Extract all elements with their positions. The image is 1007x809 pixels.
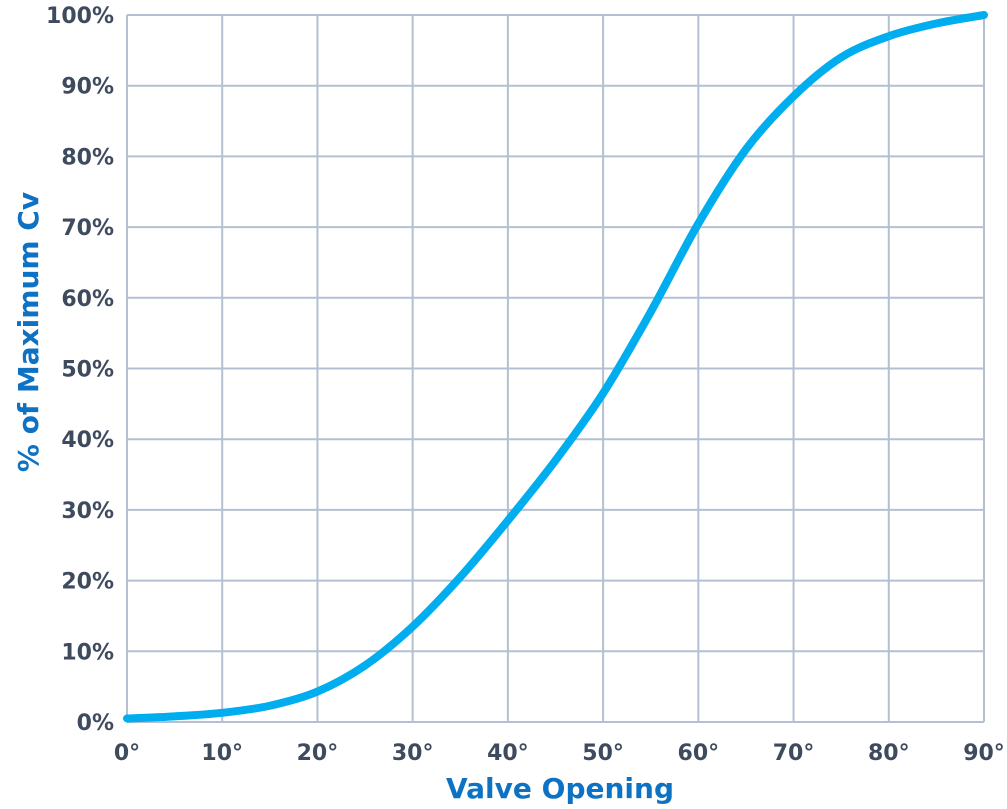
x-tick-label: 50°	[582, 741, 624, 766]
y-tick-label: 10%	[61, 640, 114, 665]
y-tick-labels: 0% 10% 20% 30% 40% 50% 60% 70% 80% 90% 100%	[46, 4, 114, 736]
y-tick-label: 20%	[61, 570, 114, 595]
x-axis-title: Valve Opening	[446, 772, 674, 805]
x-tick-label: 70°	[773, 741, 815, 766]
grid-lines	[126, 14, 985, 723]
x-tick-label: 90°	[963, 741, 1005, 766]
y-tick-label: 90%	[61, 75, 114, 100]
x-tick-label: 0°	[114, 741, 140, 766]
series-line-0	[123, 11, 988, 723]
y-tick-label: 60%	[61, 287, 114, 312]
x-tick-label: 40°	[487, 741, 529, 766]
x-tick-label: 20°	[297, 741, 339, 766]
y-tick-label: 40%	[61, 428, 114, 453]
y-tick-label: 0%	[77, 711, 114, 736]
x-tick-label: 60°	[678, 741, 720, 766]
y-tick-label: 30%	[61, 499, 114, 524]
x-tick-label: 10°	[201, 741, 243, 766]
y-axis-title: % of Maximum Cv	[12, 192, 45, 472]
y-tick-label: 100%	[46, 4, 114, 29]
y-tick-label: 70%	[61, 216, 114, 241]
x-tick-label: 30°	[392, 741, 434, 766]
x-tick-label: 80°	[868, 741, 910, 766]
x-tick-labels: 0° 10° 20° 30° 40° 50° 60° 70° 80° 90°	[114, 741, 1005, 766]
y-tick-label: 80%	[61, 145, 114, 170]
y-tick-label: 50%	[61, 358, 114, 383]
series-layer	[123, 11, 988, 723]
